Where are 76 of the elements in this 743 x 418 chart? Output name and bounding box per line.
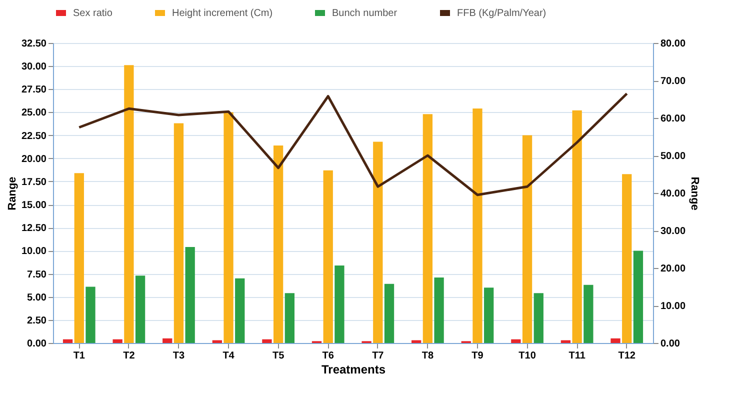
bar [162, 338, 172, 343]
y-tick-label: 10.00 [21, 246, 47, 258]
y-tick-label: 17.50 [21, 176, 47, 188]
y2-tick-label: 70.00 [660, 76, 686, 87]
bar [284, 293, 294, 343]
bar [74, 173, 84, 343]
bar [560, 340, 571, 343]
bar [584, 284, 594, 343]
y-axis-title: Range [6, 176, 18, 210]
bar [323, 170, 333, 343]
bar [86, 286, 96, 343]
y-tick-label: 32.50 [21, 38, 47, 50]
bar [224, 112, 234, 343]
y-tick-label: 20.00 [21, 154, 47, 165]
y-tick-label: 5.00 [27, 292, 47, 304]
legend-label: Height increment (Cm) [172, 8, 273, 19]
x-tick-label: T2 [123, 350, 136, 362]
bar [212, 340, 222, 343]
legend-label: Sex ratio [73, 8, 113, 19]
bar [262, 339, 272, 343]
y-tick-label: 12.50 [21, 223, 47, 234]
bar [622, 174, 632, 343]
x-tick-label: T5 [272, 350, 285, 362]
bar [334, 265, 344, 343]
y2-tick-label: 50.00 [660, 151, 686, 162]
x-axis-title: Treatments [321, 362, 386, 376]
bar [633, 250, 644, 343]
y-tick-label: 0.00 [27, 338, 47, 350]
legend-label: FFB (Kg/Palm/Year) [457, 8, 546, 19]
legend-label: Bunch number [332, 8, 398, 19]
x-tick-label: T1 [73, 350, 86, 362]
bar [522, 135, 532, 343]
x-tick-label: T12 [618, 350, 636, 362]
y-tick-label: 22.50 [21, 130, 47, 142]
bar [534, 293, 544, 343]
bar [434, 277, 444, 343]
y2-axis-title: Range [688, 176, 701, 210]
y-tick-label: 27.50 [21, 84, 47, 96]
bar [472, 108, 482, 343]
y-tick-label: 2.50 [27, 315, 47, 326]
bar [572, 110, 582, 343]
bar [185, 247, 195, 343]
bar [384, 284, 394, 343]
x-tick-label: T3 [172, 350, 185, 362]
y2-tick-label: 0.00 [660, 338, 680, 350]
bar [135, 276, 146, 343]
bar [511, 339, 521, 343]
y2-tick-label: 80.00 [660, 38, 686, 50]
bar [112, 339, 122, 343]
bar [422, 114, 433, 343]
y2-tick-label: 10.00 [660, 301, 686, 312]
bar [273, 145, 284, 343]
x-tick-label: T8 [422, 350, 434, 362]
x-tick-label: T7 [372, 350, 384, 362]
y-tick-label: 25.00 [21, 108, 47, 119]
bar [235, 278, 245, 343]
y2-tick-label: 30.00 [660, 226, 686, 237]
x-tick-label: T10 [518, 350, 536, 362]
x-tick-label: T4 [222, 350, 235, 362]
bar [610, 338, 620, 343]
y2-tick-label: 20.00 [660, 264, 686, 274]
y2-tick-label: 60.00 [660, 114, 686, 124]
bar [124, 65, 134, 343]
bar [174, 123, 184, 343]
x-tick-label: T9 [472, 350, 484, 362]
x-tick-label: T6 [322, 350, 334, 362]
bar [412, 340, 422, 343]
bar [373, 142, 383, 343]
y2-tick-label: 40.00 [660, 188, 686, 200]
bar [484, 288, 494, 343]
y-tick-label: 30.00 [21, 62, 47, 73]
y-tick-label: 15.00 [21, 200, 47, 212]
y-tick-label: 7.50 [27, 269, 47, 280]
line-series [78, 92, 628, 196]
bar [62, 339, 73, 343]
x-tick-label: T11 [568, 350, 586, 362]
